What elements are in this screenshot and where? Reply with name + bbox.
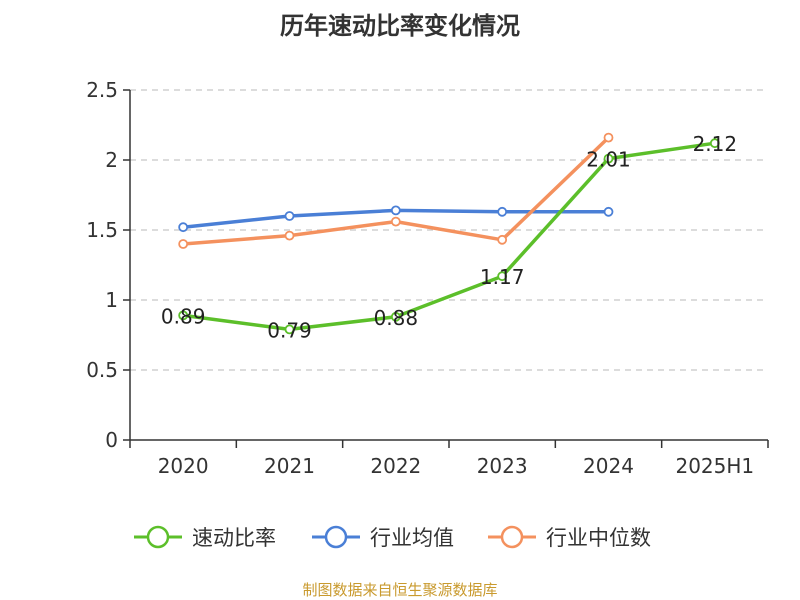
legend-marker — [146, 525, 170, 549]
legend-item-1[interactable]: 行业均值 — [312, 525, 454, 550]
data-point[interactable] — [603, 153, 614, 164]
data-point[interactable] — [178, 222, 189, 233]
data-label: 0.79 — [267, 318, 312, 342]
data-point[interactable] — [284, 211, 295, 221]
x-tick-label: 2023 — [477, 454, 528, 478]
data-point[interactable] — [497, 234, 508, 245]
x-tick-label: 2022 — [370, 454, 421, 478]
data-point[interactable] — [603, 206, 614, 217]
legend-marker — [324, 525, 348, 549]
data-point[interactable] — [497, 271, 508, 282]
x-tick-label: 2021 — [264, 454, 315, 478]
data-point[interactable] — [390, 205, 401, 216]
data-point[interactable] — [178, 239, 189, 249]
series-lines — [178, 132, 720, 335]
data-label: 0.89 — [161, 304, 206, 328]
y-tick-label: 0.5 — [86, 358, 118, 382]
data-point[interactable] — [284, 230, 295, 241]
y-tick-label: 1 — [105, 288, 118, 312]
data-point[interactable] — [390, 311, 401, 322]
data-label: 2.01 — [586, 148, 631, 172]
series-line-0 — [182, 141, 716, 332]
data-point[interactable] — [178, 310, 189, 321]
x-tick-label: 2024 — [583, 454, 634, 478]
data-label: 2.12 — [693, 132, 738, 156]
legend-item-0[interactable]: 速动比率 — [134, 525, 276, 550]
legend-label: 速动比率 — [192, 526, 276, 550]
source-note: 制图数据来自恒生聚源数据库 — [302, 581, 498, 599]
y-tick-label: 0 — [105, 428, 118, 452]
x-tick-label: 2020 — [158, 454, 209, 478]
data-point[interactable] — [709, 138, 720, 149]
legend-marker — [500, 525, 524, 549]
legend-label: 行业中位数 — [546, 526, 651, 550]
data-point[interactable] — [284, 324, 295, 335]
y-tick-label: 2.5 — [86, 78, 118, 102]
legend-label: 行业均值 — [370, 526, 454, 550]
data-point[interactable] — [497, 206, 508, 217]
data-point[interactable] — [390, 216, 401, 227]
data-label: 0.88 — [374, 306, 419, 330]
y-tick-label: 1.5 — [86, 218, 118, 242]
data-label: 1.17 — [480, 265, 525, 289]
x-tick-label: 2025H1 — [675, 454, 754, 478]
data-point[interactable] — [603, 132, 614, 143]
chart-title: 历年速动比率变化情况 — [280, 12, 520, 40]
legend[interactable]: 速动比率 行业均值 行业中位数 — [134, 525, 651, 550]
legend-item-2[interactable]: 行业中位数 — [488, 525, 651, 550]
data-labels: 0.89 0.79 0.88 1.17 2.01 2.12 — [161, 132, 737, 342]
axes: 0 0.5 1 1.5 2 2.5 2020 2021 2022 2023 2024 2025H1 — [86, 78, 769, 478]
y-tick-label: 2 — [105, 148, 118, 172]
